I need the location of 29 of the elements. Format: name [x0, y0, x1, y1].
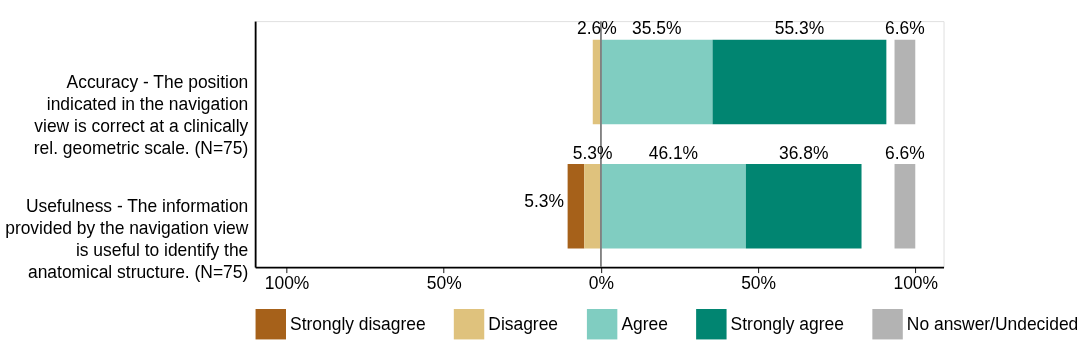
- bar: [712, 39, 887, 125]
- x-tick-label: 100%: [893, 272, 939, 293]
- x-tick-label: 50%: [741, 272, 776, 293]
- data-label: 35.5%: [632, 18, 682, 39]
- bar: [894, 39, 916, 125]
- bar: [745, 164, 862, 249]
- x-tick-label: 0%: [588, 272, 614, 293]
- data-label: 5.3%: [572, 142, 613, 163]
- data-label: 36.8%: [778, 142, 829, 163]
- data-label: 6.6%: [885, 18, 925, 39]
- legend-label: No answer/Undecided: [906, 313, 1079, 334]
- legend-label: Disagree: [488, 313, 559, 334]
- bar: [584, 164, 601, 249]
- x-tick-label: 50%: [426, 272, 462, 293]
- bar: [600, 39, 713, 125]
- y-tick-label: Accuracy - The position indicated in the navigation view is correct at a clinically rel. geometric scale. (N=75): [33, 71, 249, 158]
- bar: [894, 164, 916, 249]
- legend-label: Strongly disagree: [290, 313, 426, 334]
- legend-label: Strongly agree: [730, 313, 844, 334]
- data-label: 2.6%: [576, 18, 617, 39]
- bar: [567, 164, 585, 249]
- data-label: 55.3%: [774, 18, 825, 39]
- y-tick-label: Usefulness - The information provided by the navigation view is useful to identify the anatomical structure. (N=75): [5, 195, 249, 282]
- x-tick-label: 100%: [264, 272, 310, 293]
- data-label: 5.3%: [524, 191, 564, 212]
- data-label: 6.6%: [885, 142, 925, 163]
- legend-label: Agree: [621, 313, 668, 334]
- data-label: 46.1%: [648, 142, 699, 163]
- bar: [600, 164, 746, 249]
